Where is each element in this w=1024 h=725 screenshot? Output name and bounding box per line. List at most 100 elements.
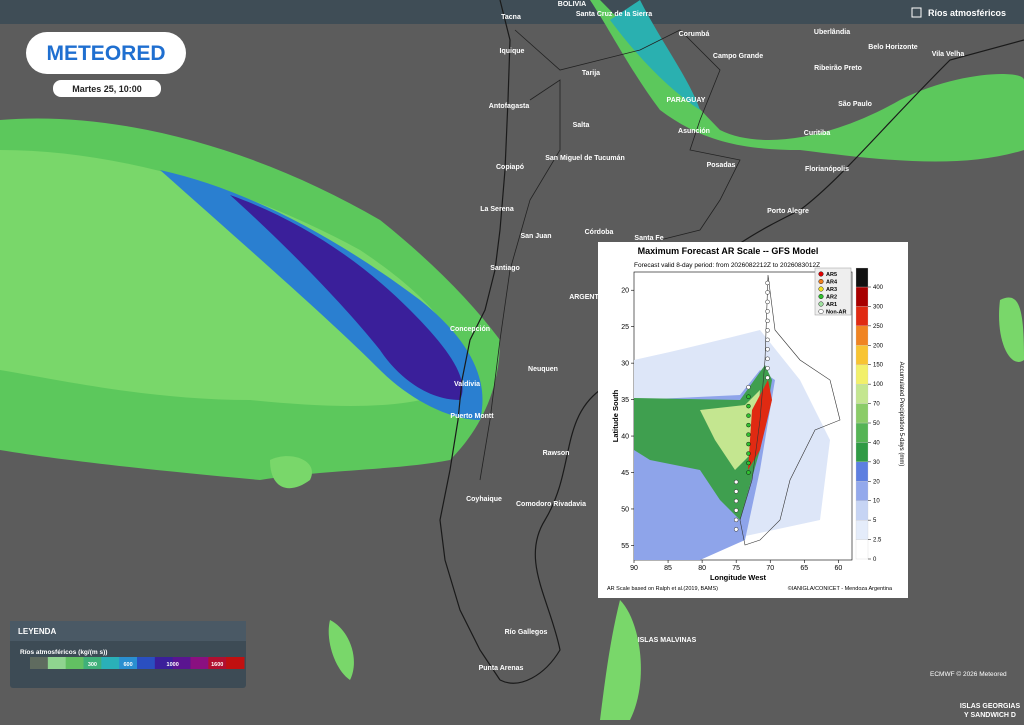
city-label: Punta Arenas bbox=[479, 665, 524, 672]
city-label: Santiago bbox=[490, 265, 520, 272]
ar-legend-marker bbox=[818, 309, 824, 315]
colorbar-segment bbox=[855, 325, 869, 346]
city-label: Córdoba bbox=[585, 229, 614, 236]
legend-swatch bbox=[137, 657, 156, 669]
legend-header bbox=[10, 621, 246, 641]
inset-title: Maximum Forecast AR Scale -- GFS Model bbox=[638, 246, 819, 256]
city-label: Valdivia bbox=[454, 381, 480, 388]
y-tick-label: 35 bbox=[621, 397, 629, 404]
city-label: Concepción bbox=[450, 326, 490, 333]
ar-point bbox=[746, 470, 751, 475]
inset-plot: 90 85 80 75 70 65 602025303540455055AR5AR4AR3A… bbox=[621, 267, 884, 572]
ar-point bbox=[746, 413, 751, 418]
legend-title[interactable]: LEYENDA bbox=[18, 627, 56, 636]
colorbar-label: Accumulated Precipitation 5-days (mm) bbox=[898, 362, 904, 467]
legend-label: 600 bbox=[123, 662, 132, 668]
ar-point bbox=[746, 422, 751, 428]
city-label: Florianópolis bbox=[805, 166, 849, 173]
ar-legend-label: AR2 bbox=[826, 295, 837, 301]
ar-north bbox=[590, 0, 1024, 162]
inset-figure: Maximum Forecast AR Scale -- GFS Model F… bbox=[598, 242, 908, 598]
city-label: Campo Grande bbox=[713, 53, 763, 60]
legend-swatch bbox=[190, 657, 209, 669]
y-tick-label: 55 bbox=[621, 543, 629, 550]
ar-point bbox=[765, 328, 770, 333]
ar-legend-marker bbox=[818, 286, 824, 292]
date: Martes 25, 10:00 bbox=[72, 84, 142, 94]
date-pill bbox=[53, 80, 161, 97]
colorbar-segment bbox=[855, 422, 869, 443]
city-label: Ribeirão Preto bbox=[814, 65, 862, 72]
border bbox=[479, 29, 741, 481]
ar-point bbox=[733, 517, 739, 523]
city-label: PARAGUAY bbox=[667, 97, 706, 104]
colorbar-tick-label: 40 bbox=[873, 440, 880, 446]
ar-point bbox=[765, 366, 770, 371]
ar-point bbox=[765, 280, 770, 286]
city-label: Tarija bbox=[582, 70, 600, 77]
city-label: Coyhaique bbox=[466, 496, 502, 503]
city-label: Vila Velha bbox=[932, 51, 965, 58]
colorbar-tick-label: 10 bbox=[873, 499, 880, 505]
colorbar-tick-label: 250 bbox=[873, 324, 884, 330]
x-tick-label: 85 bbox=[664, 565, 672, 572]
y-tick-label: 30 bbox=[621, 361, 629, 368]
colorbar-segment bbox=[855, 481, 869, 501]
colorbar-segment bbox=[855, 383, 869, 404]
y-tick-label: 20 bbox=[621, 288, 629, 295]
ar-point bbox=[765, 347, 770, 352]
city-label: Comodoro Rivadavia bbox=[516, 501, 586, 508]
legend-swatch bbox=[119, 657, 138, 669]
colorbar-tick-label: 0 bbox=[873, 557, 877, 563]
inset-subtitle: Forecast valid 8-day period: from 202608… bbox=[634, 262, 820, 269]
ar-point bbox=[746, 460, 751, 466]
inset-footer-left: AR Scale based on Ralph et al.(2019, BAM… bbox=[607, 586, 718, 592]
city-label: Posadas bbox=[707, 162, 736, 169]
ar-point bbox=[746, 385, 751, 390]
legend-swatch bbox=[208, 657, 227, 669]
inset-footer-right: ©IANIGLA/CONICET - Mendoza Argentina bbox=[788, 585, 893, 592]
city-label: Antofagasta bbox=[489, 103, 530, 110]
legend-label: 1000 bbox=[167, 662, 179, 668]
colorbar-tick-label: 150 bbox=[873, 363, 884, 369]
colorbar-segment bbox=[855, 403, 869, 424]
city-label: Uberlândia bbox=[814, 29, 850, 36]
colorbar-segment bbox=[855, 286, 869, 307]
ar-point bbox=[765, 290, 770, 295]
credit: ECMWF © 2026 Meteored bbox=[930, 670, 1007, 678]
ar-point bbox=[733, 479, 739, 485]
logo: METEORED bbox=[46, 42, 165, 65]
y-tick-label: 25 bbox=[621, 324, 629, 331]
ar-point bbox=[746, 451, 751, 456]
x-tick-label: 75 bbox=[732, 565, 740, 572]
colorbar-tick-label: 30 bbox=[873, 460, 880, 466]
ar-legend-label: AR4 bbox=[826, 280, 838, 286]
city-label: Santa Fe bbox=[634, 235, 663, 242]
ar-legend-label: AR1 bbox=[826, 302, 837, 308]
legend-subtitle: Ríos atmosféricos (kg/(m s)) bbox=[20, 649, 107, 656]
ar-patch bbox=[999, 297, 1024, 362]
legend-swatch bbox=[226, 657, 245, 669]
city-label: Salta bbox=[573, 122, 590, 129]
ar-patch bbox=[328, 620, 354, 680]
ar-point bbox=[765, 337, 770, 343]
inset-ylabel: Latitude South bbox=[611, 389, 620, 442]
colorbar-segment bbox=[855, 519, 869, 540]
colorbar-tick-label: 70 bbox=[873, 402, 880, 408]
colorbar-segment bbox=[855, 461, 869, 482]
precip-red bbox=[748, 380, 772, 470]
ar-point bbox=[765, 318, 770, 324]
x-tick-label: 70 bbox=[766, 565, 774, 572]
city-label: La Serena bbox=[480, 206, 514, 213]
ar-legend-marker bbox=[818, 279, 824, 285]
legend-swatch bbox=[65, 657, 84, 669]
ar-point bbox=[733, 527, 739, 532]
city-label: Neuquen bbox=[528, 366, 558, 373]
layer-name[interactable]: Ríos atmosféricos bbox=[928, 8, 1006, 18]
ar-legend-label: AR3 bbox=[826, 287, 837, 293]
ar-patch bbox=[600, 600, 641, 720]
ar-point bbox=[746, 394, 751, 399]
city-label: Porto Alegre bbox=[767, 208, 809, 215]
city-label: San Juan bbox=[520, 233, 551, 240]
